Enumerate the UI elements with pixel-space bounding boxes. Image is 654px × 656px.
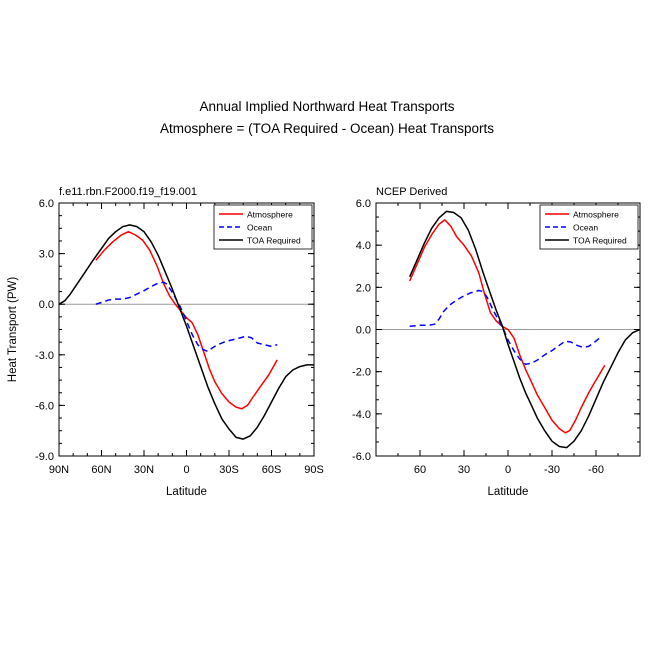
- y-axis-label: Heat Transport (PW): [7, 277, 19, 383]
- x-tick-label: 90S: [304, 464, 324, 476]
- y-tick-label: 0.0: [39, 299, 54, 311]
- x-tick-label: 60N: [91, 464, 111, 476]
- y-tick-label: -6.0: [35, 400, 54, 412]
- y-tick-label: -4.0: [352, 409, 371, 421]
- chart-panel-left: 90N 60N 30N 0 30S 60S 90S 6.0 3.0 0.0 -3.0 -6.0 -9.0…: [7, 186, 324, 498]
- x-tick-label: 30: [458, 464, 470, 476]
- series-line-atmosphere: [95, 230, 278, 410]
- y-tick-label: 0.0: [356, 325, 371, 337]
- y-tick-label: 6.0: [356, 198, 371, 210]
- series-line-ocean: [95, 281, 278, 353]
- y-tick-label: -2.0: [352, 367, 371, 379]
- legend-entry: Ocean: [573, 223, 598, 233]
- series-line-toa-required: [58, 224, 314, 440]
- y-tick-label: 2.0: [356, 282, 371, 294]
- x-tick-label: -30: [544, 464, 560, 476]
- y-tick-label: -9.0: [35, 451, 54, 463]
- x-tick-label: 90N: [49, 464, 69, 476]
- chart-panel-right: 60 30 0 -30 -60 6.0 4.0 2.0 0.0 -2.0 -4.0 -6.0 NCEP …: [352, 186, 641, 498]
- x-axis-label: Latitude: [166, 486, 207, 498]
- x-tick-label: 0: [505, 464, 511, 476]
- y-tick-label: 6.0: [39, 198, 54, 210]
- legend-entry: Atmosphere: [573, 210, 619, 220]
- series-line-toa-required: [409, 210, 641, 449]
- x-tick-label: -60: [588, 464, 604, 476]
- figure-title-line2: Atmosphere = (TOA Required - Ocean) Heat…: [160, 121, 494, 136]
- x-tick-label: 60S: [262, 464, 282, 476]
- x-tick-label: 30N: [134, 464, 154, 476]
- legend-entry: Atmosphere: [247, 210, 293, 220]
- panel-label: NCEP Derived: [376, 186, 447, 198]
- series-line-atmosphere: [409, 219, 606, 434]
- x-tick-label: 30S: [219, 464, 239, 476]
- figure-title-line1: Annual Implied Northward Heat Transports: [199, 99, 454, 114]
- legend-entry: TOA Required: [247, 236, 301, 246]
- x-tick-label: 0: [183, 464, 189, 476]
- x-axis-label: Latitude: [488, 486, 529, 498]
- x-tick-label: 60: [414, 464, 426, 476]
- y-tick-label: 3.0: [39, 249, 54, 261]
- legend-entry: TOA Required: [573, 236, 627, 246]
- series-line-ocean: [409, 289, 603, 366]
- y-tick-label: 4.0: [356, 240, 371, 252]
- legend-entry: Ocean: [247, 223, 272, 233]
- y-tick-label: -3.0: [35, 350, 54, 362]
- panel-label: f.e11.rbn.F2000.f19_f19.001: [59, 186, 197, 198]
- y-tick-label: -6.0: [352, 451, 371, 463]
